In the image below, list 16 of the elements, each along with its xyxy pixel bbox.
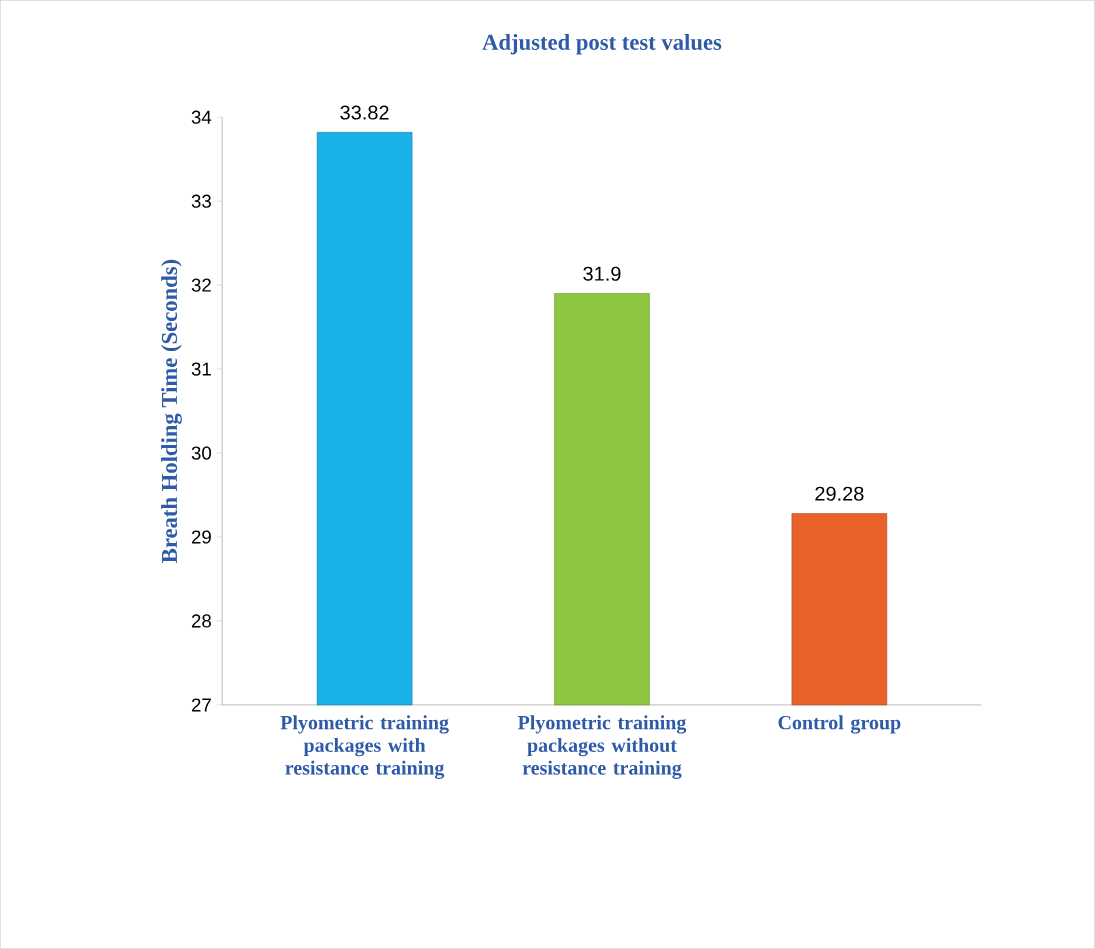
x-tick-label: Control group — [778, 715, 901, 734]
chart-title: Adjusted post test values — [482, 33, 722, 55]
x-tick-label: Plyometric training packages with resistance training — [280, 715, 449, 779]
data-label: 33.82 — [340, 105, 389, 120]
y-tick-label: 29 — [191, 530, 211, 544]
y-tick-label: 27 — [191, 698, 211, 712]
y-axis-title: Breath Holding Time (Seconds) — [161, 259, 182, 563]
y-tick-label: 33 — [191, 194, 211, 208]
data-label: 31.9 — [583, 266, 621, 281]
y-tick-label: 28 — [191, 614, 211, 628]
y-tick-label: 34 — [191, 110, 212, 124]
x-tick-label: Plyometric training packages without resistance training — [517, 715, 687, 779]
data-label: 29.28 — [815, 486, 864, 501]
y-tick-label: 31 — [191, 362, 211, 376]
y-tick-label: 32 — [191, 278, 211, 292]
y-tick-label: 30 — [191, 446, 212, 460]
